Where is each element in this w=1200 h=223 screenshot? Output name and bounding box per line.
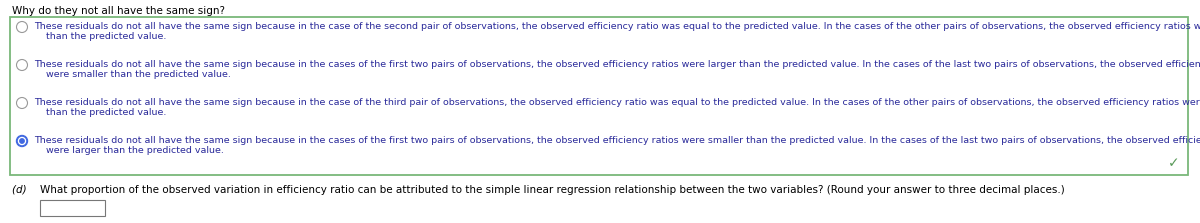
Text: These residuals do not all have the same sign because in the case of the third p: These residuals do not all have the same… (34, 98, 1200, 107)
FancyBboxPatch shape (40, 200, 106, 216)
Text: ✓: ✓ (1169, 156, 1180, 170)
FancyBboxPatch shape (10, 17, 1188, 175)
Text: than the predicted value.: than the predicted value. (46, 32, 167, 41)
Text: What proportion of the observed variation in efficiency ratio can be attributed : What proportion of the observed variatio… (40, 185, 1064, 195)
Text: Why do they not all have the same sign?: Why do they not all have the same sign? (12, 6, 226, 16)
Circle shape (17, 136, 28, 147)
Text: These residuals do not all have the same sign because in the case of the second : These residuals do not all have the same… (34, 22, 1200, 31)
Text: were smaller than the predicted value.: were smaller than the predicted value. (46, 70, 230, 79)
Circle shape (19, 139, 24, 143)
Text: (d): (d) (12, 185, 36, 195)
Circle shape (18, 138, 25, 145)
Text: These residuals do not all have the same sign because in the cases of the first : These residuals do not all have the same… (34, 60, 1200, 69)
Text: than the predicted value.: than the predicted value. (46, 108, 167, 117)
Text: These residuals do not all have the same sign because in the cases of the first : These residuals do not all have the same… (34, 136, 1200, 145)
Text: were larger than the predicted value.: were larger than the predicted value. (46, 146, 224, 155)
